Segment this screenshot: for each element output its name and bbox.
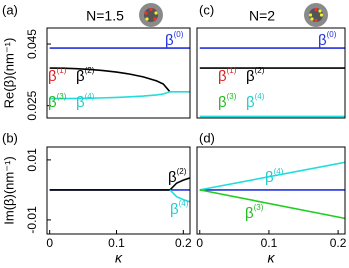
panel-label: (d) (199, 130, 215, 145)
y-axis-label: Im(β)(nm⁻¹) (1, 156, 16, 225)
chart-title: N=2 (249, 8, 275, 24)
annotation: β(3) (245, 203, 264, 222)
x-tick-label: 0 (196, 236, 203, 250)
annotation: β(0) (165, 30, 184, 49)
y-tick-label: 0.01 (25, 148, 39, 172)
x-tick-label: 0.1 (261, 236, 278, 250)
annotation-superscript: (2) (85, 66, 95, 75)
annotation-superscript: (3) (227, 92, 237, 101)
annotation-symbol: β (168, 169, 177, 186)
series-line (169, 189, 190, 203)
panel: (c) N=2β(0)β(1) β(2)β(3) β(4) (196, 2, 346, 119)
x-tick-label: 0 (46, 236, 53, 250)
annotation: β(2) (76, 66, 95, 85)
axes-box (196, 27, 346, 119)
annotation-superscript: (4) (255, 92, 265, 101)
panel-label: (c) (199, 2, 214, 17)
annotation-symbol: β (245, 205, 254, 222)
annotation-symbol: β (318, 32, 327, 49)
chart-title: N=1.5 (86, 8, 124, 24)
annotation: β(4) (246, 92, 265, 111)
annotation-symbol: β (48, 68, 57, 85)
annotation-superscript: (4) (179, 199, 189, 208)
annotation-symbol: β (76, 94, 85, 111)
annotation: β(4) (76, 92, 95, 111)
annotation: β(0) (318, 30, 337, 49)
axes-box (46, 27, 191, 119)
icon-c (304, 3, 328, 27)
annotation: β(4) (170, 199, 189, 218)
icon-a (139, 3, 163, 27)
series-line (49, 177, 190, 191)
x-tick-label: 0.1 (108, 236, 125, 250)
panel-label: (b) (2, 130, 18, 145)
annotation-symbol: β (218, 68, 227, 85)
annotation-superscript: (0) (174, 30, 184, 39)
y-axis-label: Re(β)(nm⁻¹) (1, 38, 16, 109)
series-line (49, 67, 171, 93)
annotation-superscript: (1) (57, 66, 67, 75)
annotation-superscript: (1) (227, 66, 237, 75)
annotation: β(2) (246, 66, 265, 85)
annotation-symbol: β (48, 94, 57, 111)
annotation-superscript: (2) (255, 66, 265, 75)
annotation-symbol: β (170, 201, 179, 218)
annotation-superscript: (4) (85, 92, 95, 101)
annotation-superscript: (3) (57, 92, 67, 101)
annotation-superscript: (4) (274, 167, 284, 176)
panel-label: (a) (2, 2, 18, 17)
annotation: β(4) (265, 167, 284, 186)
annotation-symbol: β (246, 68, 255, 85)
annotation-symbol: β (246, 94, 255, 111)
annotation: β(3) (218, 92, 237, 111)
annotation-symbol: β (165, 32, 174, 49)
annotation-symbol: β (265, 169, 274, 186)
y-tick-label: 0.025 (25, 90, 39, 120)
series-line (49, 91, 190, 100)
annotation-superscript: (2) (177, 167, 187, 176)
panel: (b)Im(β)(nm⁻¹)κ-0.010.010 0.1 0.2β(2)β(4) (1, 130, 192, 265)
series-line (199, 161, 345, 191)
y-tick-label: -0.01 (25, 206, 39, 234)
annotation: β(2) (168, 167, 187, 186)
y-tick-label: 0.045 (25, 29, 39, 59)
annotation: β(1) (48, 66, 67, 85)
annotation-symbol: β (218, 94, 227, 111)
annotation-superscript: (3) (254, 203, 264, 212)
x-tick-label: 0.2 (175, 236, 192, 250)
annotation-symbol: β (76, 68, 85, 85)
annotation: β(3) (48, 92, 67, 111)
annotation: β(1) (218, 66, 237, 85)
x-tick-label: 0.2 (330, 236, 347, 250)
annotation-superscript: (0) (327, 30, 337, 39)
x-axis-label: κ (268, 250, 276, 266)
axes-box (196, 146, 346, 235)
axes-box (46, 146, 191, 235)
series-line (199, 189, 345, 220)
x-axis-label: κ (115, 250, 123, 266)
panel: (d)κ0 0.1 0.2β(4)β(3) (196, 130, 346, 265)
